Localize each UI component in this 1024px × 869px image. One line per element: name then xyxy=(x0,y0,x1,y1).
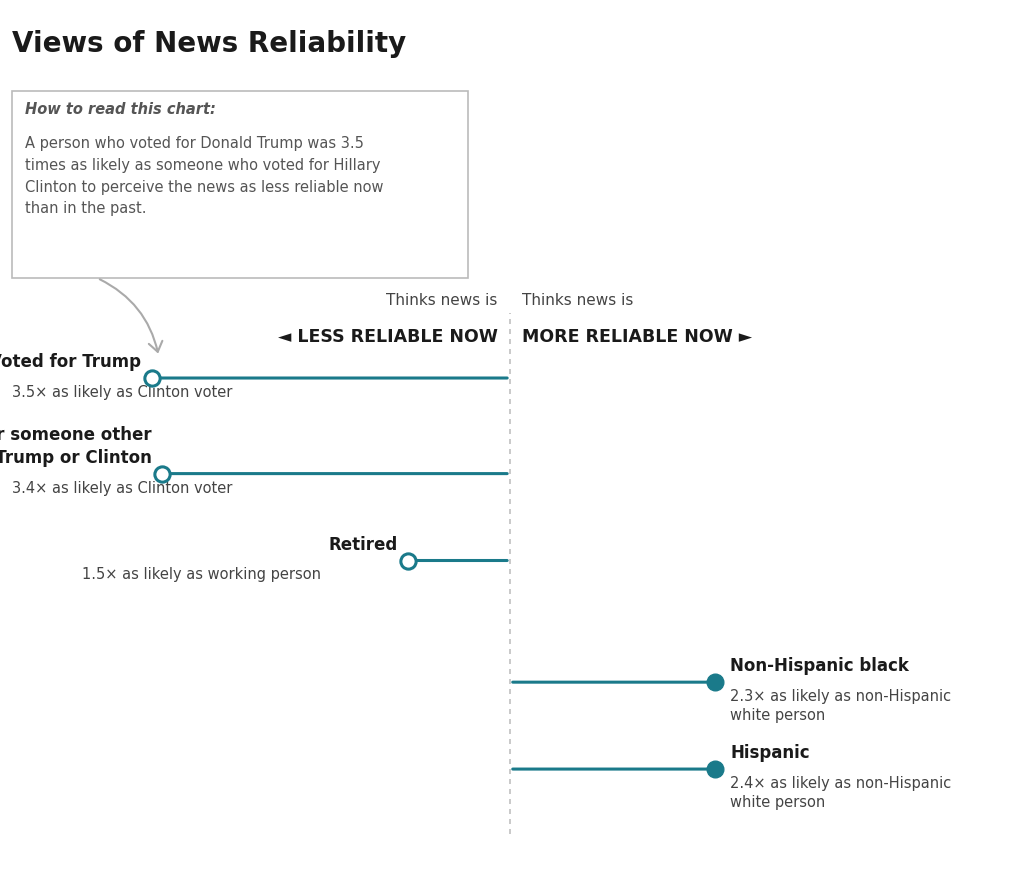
Text: How to read this chart:: How to read this chart: xyxy=(25,102,215,116)
Text: 2.3× as likely as non-Hispanic
white person: 2.3× as likely as non-Hispanic white per… xyxy=(730,689,951,723)
Text: ◄ LESS RELIABLE NOW: ◄ LESS RELIABLE NOW xyxy=(278,328,498,347)
Text: Views of News Reliability: Views of News Reliability xyxy=(12,30,407,58)
Text: Voted for Trump: Voted for Trump xyxy=(0,353,141,371)
Text: MORE RELIABLE NOW ►: MORE RELIABLE NOW ► xyxy=(522,328,753,347)
Text: Thinks news is: Thinks news is xyxy=(522,294,634,308)
Text: A person who voted for Donald Trump was 3.5
times as likely as someone who voted: A person who voted for Donald Trump was … xyxy=(25,136,383,216)
Text: Voted for someone other
than Trump or Clinton: Voted for someone other than Trump or Cl… xyxy=(0,427,152,467)
Text: 3.4× as likely as Clinton voter: 3.4× as likely as Clinton voter xyxy=(12,481,232,495)
Bar xyxy=(12,91,468,278)
Text: Non-Hispanic black: Non-Hispanic black xyxy=(730,657,909,675)
Text: Thinks news is: Thinks news is xyxy=(386,294,498,308)
Text: 2.4× as likely as non-Hispanic
white person: 2.4× as likely as non-Hispanic white per… xyxy=(730,776,951,810)
Text: Retired: Retired xyxy=(328,535,397,554)
Text: 3.5× as likely as Clinton voter: 3.5× as likely as Clinton voter xyxy=(12,385,232,400)
FancyArrowPatch shape xyxy=(99,279,163,352)
Text: Hispanic: Hispanic xyxy=(730,744,810,762)
Text: 1.5× as likely as working person: 1.5× as likely as working person xyxy=(82,567,321,582)
